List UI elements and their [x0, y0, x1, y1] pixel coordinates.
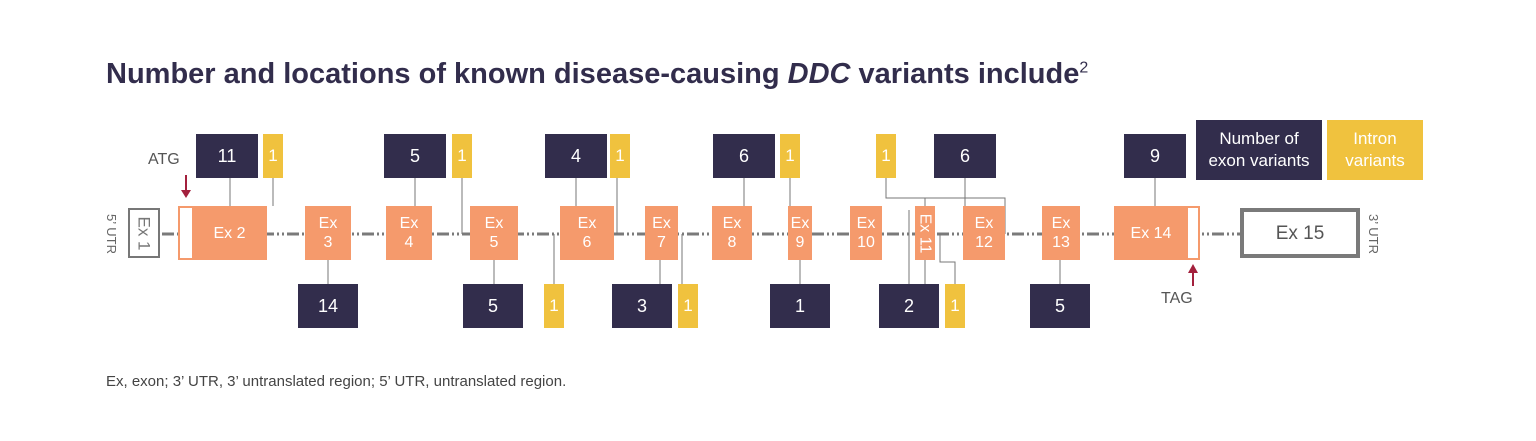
- utr5-label: 5’ UTR: [104, 214, 120, 254]
- exon: Ex 5: [470, 206, 518, 260]
- intron-variant-box: 1: [610, 134, 630, 178]
- utr3-label: 3’ UTR: [1366, 214, 1382, 254]
- exon: Ex 13: [1042, 206, 1080, 260]
- exon-label: Ex 10: [856, 215, 876, 251]
- exon-variant-box: 5: [1030, 284, 1090, 328]
- intron-variant-box-label: 1: [683, 296, 693, 315]
- legend-exon: Number of exon variants: [1196, 120, 1322, 180]
- exon-label: Ex 8: [722, 215, 742, 251]
- exon-label: Ex 7: [652, 215, 671, 251]
- exon-label: Ex 2: [213, 224, 246, 242]
- footnote: Ex, exon; 3’ UTR, 3’ untranslated region…: [106, 372, 567, 390]
- title-gene: DDC: [787, 58, 851, 90]
- exon-variant-box: 9: [1124, 134, 1186, 178]
- exon-label: Ex 15: [1275, 222, 1325, 244]
- intron-variant-box: 1: [780, 134, 800, 178]
- exon: Ex 15: [1240, 208, 1360, 258]
- exon-variant-box-label: 5: [1054, 295, 1065, 316]
- exon: Ex 3: [305, 206, 351, 260]
- exon-variant-box-label: 14: [317, 295, 339, 316]
- stop-arrow-head: [1188, 264, 1198, 273]
- intron-variant-box-label: 1: [881, 146, 891, 165]
- connector: [885, 178, 1006, 234]
- exon-label: Ex 6: [577, 215, 597, 251]
- exon: Ex 7: [645, 206, 678, 260]
- intron-variant-box-label: 1: [950, 296, 960, 315]
- exon-label: Ex 11: [916, 213, 934, 253]
- intron-variant-box-label: 1: [785, 146, 795, 165]
- exon: Ex 1: [128, 208, 160, 258]
- exon: Ex 8: [712, 206, 752, 260]
- connector: [939, 234, 956, 284]
- exon-label: Ex 3: [318, 215, 338, 251]
- exon-variant-box-label: 1: [794, 295, 805, 316]
- exon: Ex 10: [850, 206, 882, 260]
- intron-variant-box: 1: [876, 134, 896, 178]
- exon-variant-box: 14: [298, 284, 358, 328]
- exon: Ex 2: [178, 206, 267, 260]
- stop-label: TAG: [1161, 290, 1193, 307]
- exon-variant-box: 4: [545, 134, 607, 178]
- exon-variant-box: 3: [612, 284, 672, 328]
- exon-variant-box-label: 4: [570, 145, 581, 166]
- exon: Ex 4: [386, 206, 432, 260]
- exon-label: Ex 5: [484, 215, 504, 251]
- legend-intron: Intron variants: [1327, 120, 1423, 180]
- title: Number and locations of known disease-ca…: [106, 58, 1088, 91]
- legend-label: Intron variants: [1345, 129, 1405, 170]
- exon-label: Ex 1: [134, 215, 154, 251]
- exon-label: Ex 9: [790, 215, 810, 251]
- exon: Ex 9: [788, 206, 812, 260]
- exon-variant-box: 6: [713, 134, 775, 178]
- intron-variant-box: 1: [263, 134, 283, 178]
- exon: Ex 11: [915, 206, 935, 260]
- exon-variant-box: 5: [463, 284, 523, 328]
- intron-variant-box: 1: [544, 284, 564, 328]
- exon-variant-box: 1: [770, 284, 830, 328]
- title-ref: 2: [1079, 59, 1089, 77]
- exon: Ex 12: [963, 206, 1005, 260]
- exon-label: Ex 13: [1051, 215, 1071, 251]
- exon-variant-box: 2: [879, 284, 939, 328]
- intron-variant-box: 1: [945, 284, 965, 328]
- intron-variant-box-label: 1: [268, 146, 278, 165]
- intron-variant-box-label: 1: [457, 146, 467, 165]
- exon-variant-box-label: 6: [959, 145, 970, 166]
- exon-variant-box-label: 3: [636, 295, 647, 316]
- exon-variant-box-label: 11: [217, 145, 237, 166]
- exon-variant-box-label: 5: [409, 145, 420, 166]
- exon-variant-box-label: 5: [487, 295, 498, 316]
- exon: Ex 14: [1114, 206, 1200, 260]
- exon-variant-box: 5: [384, 134, 446, 178]
- intron-variant-box: 1: [452, 134, 472, 178]
- exon-label: Ex 4: [399, 215, 419, 251]
- connector: [908, 198, 926, 284]
- start-arrow-head: [181, 190, 191, 198]
- exon-label: Ex 12: [974, 215, 994, 251]
- exon-variant-box-label: 6: [738, 145, 749, 166]
- legend-label: Number of exon variants: [1208, 129, 1310, 170]
- exon-variant-box: 11: [196, 134, 258, 178]
- title-text: Number and locations of known disease-ca…: [106, 58, 788, 90]
- exon-variant-box-label: 2: [903, 295, 914, 316]
- intron-variant-box-label: 1: [549, 296, 559, 315]
- exon-variant-box-label: 9: [1149, 145, 1160, 166]
- title-text: variants include: [850, 58, 1080, 90]
- intron-variant-box: 1: [678, 284, 698, 328]
- exon-variant-box: 6: [934, 134, 996, 178]
- exon: Ex 6: [560, 206, 614, 260]
- intron-variant-box-label: 1: [615, 146, 625, 165]
- start-label: ATG: [148, 151, 180, 168]
- exon-label: Ex 14: [1130, 224, 1172, 242]
